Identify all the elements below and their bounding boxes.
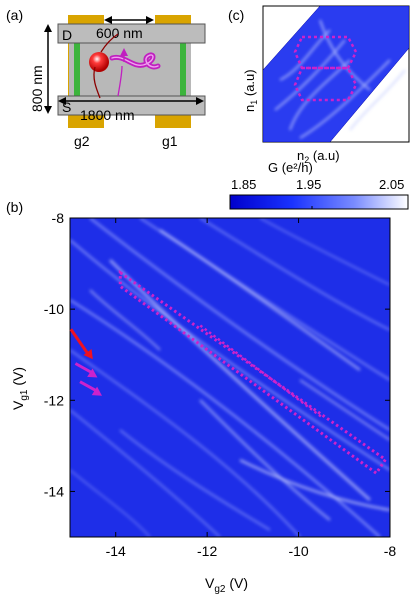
y-tick-label: -8: [52, 210, 65, 226]
colorbar-gradient: [229, 194, 409, 210]
drain-label: D: [62, 27, 72, 43]
top-length-label: 600 nm: [96, 25, 143, 41]
bottom-length-label: 1800 nm: [80, 107, 134, 123]
x-tick-label: -10: [288, 543, 308, 559]
panel-c: (c) n1 (a.u) n2 (a.u): [228, 5, 410, 165]
x-tick-label: -14: [106, 543, 126, 559]
source-label: S: [62, 99, 71, 115]
panel-b: (b) -14-: [6, 199, 396, 595]
y-axis-label: Vg1 (V): [10, 367, 30, 410]
colorbar-label: G (e²/h): [268, 160, 313, 175]
x-axis-label: Vg2 (V): [205, 575, 248, 595]
colorbar-tick-min: 1.85: [231, 177, 256, 192]
panel-b-label: (b): [6, 199, 23, 215]
outlined-region: [118, 269, 388, 476]
panel-a-label: (a): [6, 7, 23, 23]
outlined-region-layer: [118, 269, 388, 476]
colorbar-tick-mid: 1.95: [296, 177, 321, 192]
arrow-magenta: [74, 362, 98, 378]
channel: [69, 40, 191, 98]
panel-a: (a) D S 600 nm 1800 nm 800 nm: [6, 7, 206, 149]
inset-ylabel: n1 (a.u): [242, 69, 259, 112]
inset-hexagon-bottom: [293, 66, 358, 102]
arrow-layer: [69, 328, 102, 396]
x-axis: -14 -12 -10 -8: [106, 218, 397, 559]
arrow-magenta: [79, 380, 102, 396]
y-tick-label: -12: [44, 392, 64, 408]
edge-left: [74, 40, 80, 98]
colorbar-tick-max: 2.05: [379, 177, 404, 192]
inset-xlabel: n2 (a.u): [297, 148, 340, 165]
plot-frame: [69, 217, 391, 538]
colorbar: G (e²/h) 1.85 1.95 2.05: [229, 160, 409, 210]
gate-right-label: g1: [162, 133, 178, 149]
x-tick-label: -12: [197, 543, 217, 559]
y-tick-label: -14: [44, 483, 64, 499]
panel-c-label: (c): [228, 7, 244, 23]
x-tick-label: -8: [384, 543, 397, 559]
height-label: 800 nm: [29, 65, 45, 112]
edge-right: [180, 40, 186, 98]
heatmap-features: [70, 218, 390, 537]
red-dot: [89, 52, 109, 72]
arrow-red: [69, 328, 93, 360]
drain-contact: [57, 23, 206, 44]
y-axis: -14 -12 -10 -8: [44, 210, 390, 499]
y-tick-label: -10: [44, 301, 64, 317]
gate-left-label: g2: [74, 133, 90, 149]
inset-hexagon-top: [293, 35, 358, 70]
